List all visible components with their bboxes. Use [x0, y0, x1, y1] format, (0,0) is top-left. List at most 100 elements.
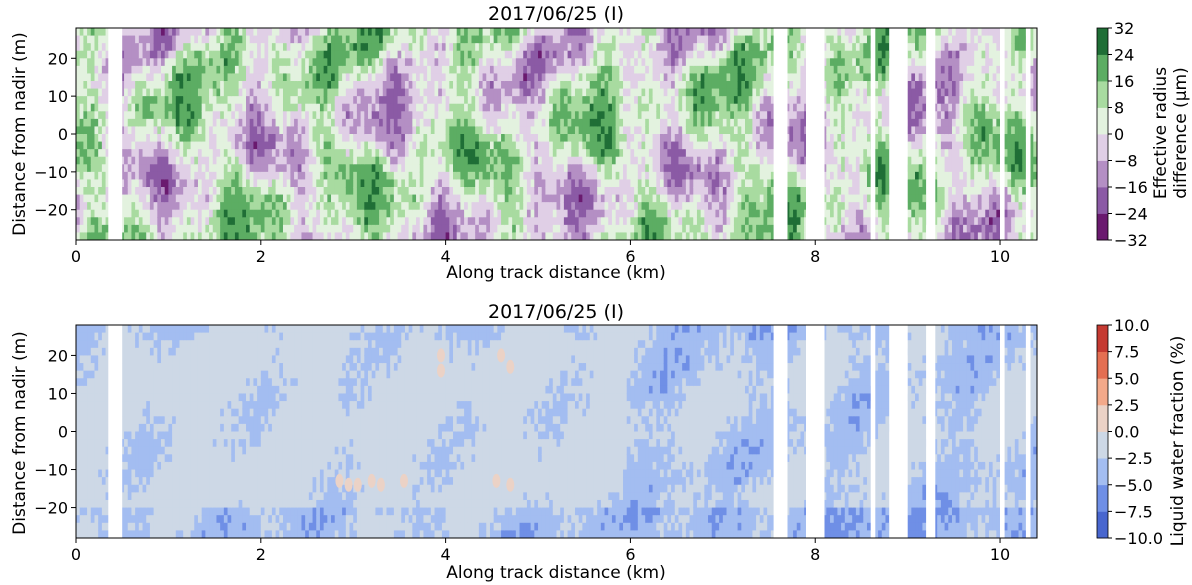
panel1-plot-area [76, 28, 1037, 240]
p1-contour-field [76, 28, 1037, 240]
panel2-colorbar-label: Liquid water fraction (%) [1168, 336, 1188, 547]
positive-patch [506, 359, 515, 374]
colorbar-tick-label: 2.5 [1114, 396, 1139, 415]
y-tick-label: −20 [34, 201, 68, 220]
colorbar-band [1097, 325, 1108, 353]
panel1-colorbar-label-line1: Effective radius [1151, 67, 1171, 199]
panel1-x-axis-label: Along track distance (km) [446, 263, 666, 283]
colorbar-tick-label: 0 [1114, 125, 1124, 144]
panel2-colorbar-ticks: −10.0 −7.5 −5.0 −2.5 0.0 2.5 5.0 7.5 10.0 [1108, 316, 1163, 548]
colorbar-band [1097, 458, 1108, 486]
colorbar-tick-label: 32 [1114, 19, 1134, 38]
positive-patch [437, 348, 445, 363]
colorbar-band [1097, 28, 1108, 55]
colorbar-tick-label: −5.0 [1114, 476, 1153, 495]
panel1-y-ticks: −20 −10 0 10 20 [34, 49, 76, 220]
x-tick-label: 8 [810, 247, 820, 266]
p2-contour-field [76, 325, 1037, 538]
x-tick-label: 2 [256, 545, 266, 564]
no-data-gap [1025, 28, 1031, 240]
y-tick-label: 10 [48, 87, 68, 106]
colorbar-band [1097, 134, 1108, 161]
colorbar-band [1097, 213, 1108, 241]
y-tick-label: 0 [58, 423, 68, 442]
positive-patch [335, 473, 344, 488]
y-tick-label: 20 [48, 346, 68, 365]
no-data-gap [1025, 325, 1031, 538]
no-data-gap [889, 28, 908, 240]
y-tick-label: 10 [48, 384, 68, 403]
no-data-gap [1000, 28, 1005, 240]
colorbar-tick-label: 8 [1114, 99, 1124, 118]
no-data-gap [108, 28, 123, 240]
no-data-gap [806, 325, 825, 538]
x-tick-label: 10 [990, 545, 1010, 564]
panel2-x-axis-label: Along track distance (km) [446, 563, 666, 583]
colorbar-band [1097, 81, 1108, 108]
panel1-title: 2017/06/25 (I) [488, 3, 624, 25]
colorbar-band [1097, 378, 1108, 406]
colorbar-band [1097, 431, 1108, 459]
colorbar-tick-label: −24 [1114, 205, 1148, 224]
colorbar-band [1097, 511, 1108, 539]
y-tick-label: −10 [34, 461, 68, 480]
positive-patch [492, 473, 501, 488]
colorbar-band [1097, 404, 1108, 432]
no-data-gap [926, 28, 936, 240]
panel2-title: 2017/06/25 (I) [488, 301, 624, 323]
colorbar-tick-label: 10.0 [1114, 316, 1150, 335]
no-data-gap [870, 28, 876, 240]
colorbar-tick-label: −16 [1114, 178, 1148, 197]
no-data-gap [773, 325, 788, 538]
colorbar-band [1097, 54, 1108, 82]
positive-patch [367, 473, 376, 488]
no-data-gap [806, 28, 825, 240]
colorbar-tick-label: −10.0 [1114, 529, 1163, 548]
colorbar-band [1097, 351, 1108, 379]
y-tick-label: −20 [34, 499, 68, 518]
positive-patch [344, 477, 353, 492]
panel1-y-axis-label: Distance from nadir (m) [10, 32, 30, 236]
y-tick-label: 0 [58, 125, 68, 144]
panel2-y-axis-label: Distance from nadir (m) [10, 331, 30, 535]
y-tick-label: −10 [34, 163, 68, 182]
colorbar-tick-label: 24 [1114, 46, 1134, 65]
panel2-y-ticks: −20 −10 0 10 20 [34, 346, 76, 518]
x-tick-label: 8 [810, 545, 820, 564]
positive-patch [497, 348, 506, 363]
panel2-colorbar [1096, 324, 1109, 539]
x-tick-label: 0 [71, 247, 81, 266]
colorbar-band [1097, 160, 1108, 188]
colorbar-tick-label: −32 [1114, 231, 1148, 250]
panel1-colorbar [1096, 27, 1109, 241]
x-tick-label: 2 [256, 247, 266, 266]
colorbar-tick-label: 0.0 [1114, 423, 1139, 442]
positive-patch [437, 363, 445, 378]
colorbar-tick-label: 7.5 [1114, 343, 1139, 362]
x-tick-label: 10 [990, 247, 1010, 266]
liquid-water-fraction-panel: 2017/06/25 (I) 0 2 4 6 8 10 −20 −10 0 10 20 Along… [10, 301, 1188, 583]
colorbar-tick-label: −2.5 [1114, 449, 1153, 468]
no-data-gap [1000, 325, 1005, 538]
no-data-gap [889, 325, 908, 538]
no-data-gap [926, 325, 936, 538]
positive-patch [353, 477, 362, 492]
x-tick-label: 0 [71, 545, 81, 564]
no-data-gap [108, 325, 123, 538]
positive-patch [400, 473, 408, 488]
no-data-gap [773, 28, 788, 240]
x-tick-label: 4 [441, 545, 451, 564]
colorbar-band [1097, 484, 1108, 512]
x-tick-label: 6 [625, 545, 635, 564]
panel2-x-ticks: 0 2 4 6 8 10 [71, 538, 1010, 564]
x-tick-label: 4 [441, 247, 451, 266]
colorbar-band [1097, 107, 1108, 135]
positive-patch [506, 477, 515, 492]
colorbar-tick-label: 5.0 [1114, 369, 1139, 388]
colorbar-band [1097, 187, 1108, 214]
colorbar-tick-label: −7.5 [1114, 502, 1153, 521]
x-tick-label: 6 [625, 247, 635, 266]
y-tick-label: 20 [48, 49, 68, 68]
